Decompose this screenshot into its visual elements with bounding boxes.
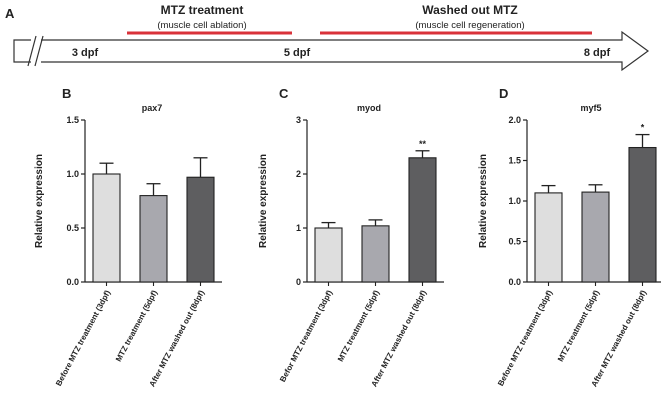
x-tick-label: After MTZ washed out (8dpf) [148, 288, 207, 388]
timeline-panel: A MTZ treatment (muscle cell ablation) W… [5, 3, 650, 72]
x-tick-label: Before MTZ treatment (3dpf) [54, 288, 112, 387]
y-tick-label: 0.5 [66, 223, 79, 233]
bar [408, 157, 437, 283]
y-tick-label: 0.0 [508, 277, 521, 287]
x-tick-label: MTZ treatment (5dpf) [114, 288, 159, 363]
y-axis-label: Relative expression [478, 154, 489, 248]
y-tick-label: 1.5 [66, 115, 79, 125]
x-tick-label: After MTZ washed out (8dpf) [590, 288, 649, 388]
axis-break-icon [27, 35, 44, 67]
y-tick-label: 0 [296, 277, 301, 287]
day-label-8dpf: 8 dpf [584, 47, 611, 59]
phase1-title: MTZ treatment [161, 3, 244, 17]
chart-title: myod [357, 103, 381, 113]
bar [314, 227, 343, 283]
phase1-subtitle: (muscle cell ablation) [157, 20, 246, 31]
bar [139, 195, 168, 283]
y-axis-label: Relative expression [258, 154, 269, 248]
timeline-arrow [13, 30, 650, 72]
bar [581, 191, 610, 283]
y-tick-label: 0.5 [508, 237, 521, 247]
bar [628, 146, 657, 283]
panel-letter: B [62, 86, 71, 101]
y-tick-label: 2 [296, 169, 301, 179]
chart-title: myf5 [580, 103, 601, 113]
chart-title: pax7 [142, 103, 163, 113]
panel-letter: D [499, 86, 508, 101]
bar [534, 192, 563, 283]
phase2-subtitle: (muscle cell regeneration) [415, 20, 524, 31]
bar [92, 173, 121, 283]
x-tick-label: After MTZ washed out (8dpf) [370, 288, 429, 388]
y-tick-label: 2.0 [508, 115, 521, 125]
y-tick-label: 1.0 [66, 169, 79, 179]
x-tick-label: MTZ treatment (5dpf) [556, 288, 601, 363]
panel-letter: C [279, 86, 289, 101]
significance-marker: * [641, 123, 645, 133]
y-axis-label: Relative expression [34, 154, 45, 248]
day-label-3dpf: 3 dpf [72, 47, 99, 59]
y-tick-label: 1.0 [508, 196, 521, 206]
day-label-5dpf: 5 dpf [284, 47, 311, 59]
panel-letter-a: A [5, 6, 15, 21]
y-tick-label: 0.0 [66, 277, 79, 287]
y-tick-label: 3 [296, 115, 301, 125]
x-tick-label: Befor MTZ treatment (3dpf) [278, 288, 334, 383]
x-tick-label: MTZ treatment (5dpf) [336, 288, 381, 363]
bar [186, 176, 215, 283]
y-tick-label: 1 [296, 223, 301, 233]
bar [361, 225, 390, 283]
x-tick-label: Before MTZ treatment (3dpf) [496, 288, 554, 387]
significance-marker: ** [419, 139, 427, 149]
phase2-title: Washed out MTZ [422, 3, 518, 17]
y-tick-label: 1.5 [508, 156, 521, 166]
